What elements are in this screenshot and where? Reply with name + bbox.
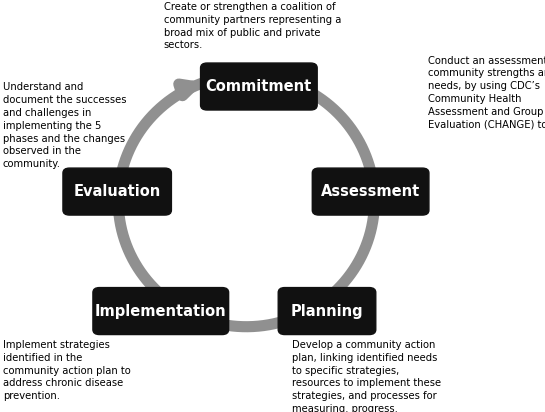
- FancyBboxPatch shape: [312, 168, 429, 215]
- Text: Develop a community action
plan, linking identified needs
to specific strategies: Develop a community action plan, linking…: [292, 340, 441, 412]
- Text: Conduct an assessment of
community strengths and
needs, by using CDC’s
Community: Conduct an assessment of community stren…: [428, 56, 545, 130]
- Text: Commitment: Commitment: [206, 79, 312, 94]
- FancyBboxPatch shape: [201, 63, 317, 110]
- Text: Create or strengthen a coalition of
community partners representing a
broad mix : Create or strengthen a coalition of comm…: [164, 2, 341, 50]
- Text: Planning: Planning: [290, 304, 364, 318]
- Text: Implement strategies
identified in the
community action plan to
address chronic : Implement strategies identified in the c…: [3, 340, 130, 401]
- Text: Understand and
document the successes
and challenges in
implementing the 5
phase: Understand and document the successes an…: [3, 82, 126, 169]
- FancyBboxPatch shape: [278, 288, 376, 335]
- Text: Assessment: Assessment: [321, 184, 420, 199]
- Text: Evaluation: Evaluation: [74, 184, 161, 199]
- Text: Implementation: Implementation: [95, 304, 227, 318]
- FancyBboxPatch shape: [63, 168, 171, 215]
- FancyBboxPatch shape: [93, 288, 229, 335]
